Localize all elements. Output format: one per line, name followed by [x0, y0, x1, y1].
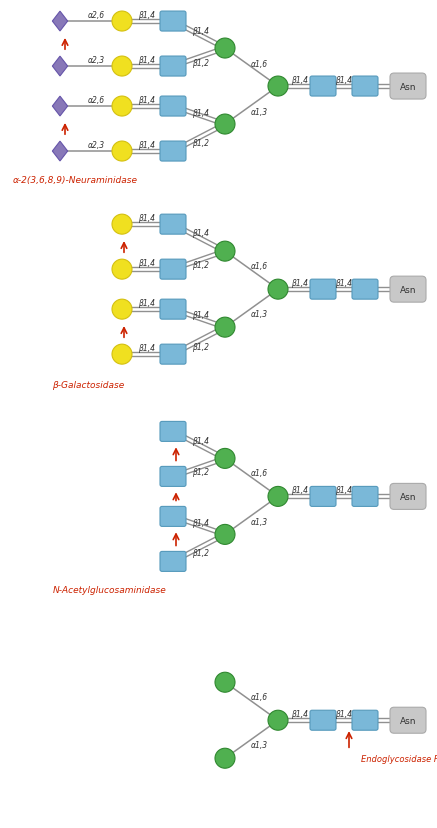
Polygon shape	[52, 12, 68, 32]
FancyBboxPatch shape	[352, 77, 378, 97]
Text: α-2(3,6,8,9)-Neuraminidase: α-2(3,6,8,9)-Neuraminidase	[13, 176, 138, 185]
FancyBboxPatch shape	[160, 260, 186, 280]
Ellipse shape	[268, 77, 288, 97]
Text: α2,6: α2,6	[87, 11, 104, 20]
FancyBboxPatch shape	[390, 484, 426, 510]
Text: β1,4: β1,4	[336, 485, 353, 494]
Text: Asn: Asn	[400, 83, 416, 91]
Text: β1,4: β1,4	[139, 344, 156, 352]
Text: α1,6: α1,6	[250, 60, 267, 69]
Text: β1,4: β1,4	[139, 258, 156, 267]
FancyBboxPatch shape	[310, 280, 336, 300]
FancyBboxPatch shape	[160, 97, 186, 117]
FancyBboxPatch shape	[352, 280, 378, 300]
Polygon shape	[52, 57, 68, 77]
Text: β1,4: β1,4	[139, 11, 156, 20]
Text: β1,4: β1,4	[291, 278, 309, 287]
Text: α1,3: α1,3	[250, 740, 267, 749]
FancyBboxPatch shape	[160, 215, 186, 235]
Text: α1,6: α1,6	[250, 469, 267, 478]
Ellipse shape	[215, 449, 235, 469]
FancyBboxPatch shape	[310, 710, 336, 730]
Ellipse shape	[112, 215, 132, 235]
Text: β1,4: β1,4	[139, 55, 156, 65]
Text: β1,4: β1,4	[139, 95, 156, 104]
Text: β1,4: β1,4	[139, 298, 156, 307]
FancyBboxPatch shape	[310, 77, 336, 97]
Text: α1,6: α1,6	[250, 262, 267, 272]
FancyBboxPatch shape	[160, 142, 186, 161]
Text: Asn: Asn	[400, 716, 416, 724]
FancyBboxPatch shape	[390, 74, 426, 100]
Text: Asn: Asn	[400, 286, 416, 294]
Text: β1,4: β1,4	[336, 709, 353, 718]
Ellipse shape	[112, 97, 132, 117]
Ellipse shape	[112, 12, 132, 32]
Ellipse shape	[215, 672, 235, 692]
Text: β1,4: β1,4	[336, 75, 353, 84]
Ellipse shape	[268, 710, 288, 730]
FancyBboxPatch shape	[352, 710, 378, 730]
FancyBboxPatch shape	[160, 551, 186, 571]
Ellipse shape	[215, 115, 235, 135]
FancyBboxPatch shape	[160, 57, 186, 77]
Ellipse shape	[215, 318, 235, 338]
Text: β1,4: β1,4	[336, 278, 353, 287]
Text: Endoglycosidase F3: Endoglycosidase F3	[361, 753, 437, 763]
Text: α2,3: α2,3	[87, 55, 104, 65]
FancyBboxPatch shape	[310, 487, 336, 507]
FancyBboxPatch shape	[390, 707, 426, 734]
Ellipse shape	[112, 300, 132, 320]
FancyBboxPatch shape	[160, 12, 186, 32]
Text: β1,4: β1,4	[193, 26, 209, 36]
Ellipse shape	[112, 260, 132, 280]
Text: α2,6: α2,6	[87, 95, 104, 104]
Text: β1,2: β1,2	[193, 261, 209, 270]
Ellipse shape	[215, 749, 235, 768]
Text: α1,3: α1,3	[250, 310, 267, 319]
Text: β1,4: β1,4	[139, 214, 156, 223]
Ellipse shape	[268, 280, 288, 300]
Text: β1,4: β1,4	[291, 75, 309, 84]
Text: α1,3: α1,3	[250, 517, 267, 526]
FancyBboxPatch shape	[160, 300, 186, 320]
FancyBboxPatch shape	[160, 344, 186, 364]
Text: β1,2: β1,2	[193, 468, 209, 477]
Text: β1,4: β1,4	[193, 311, 209, 320]
Text: β1,4: β1,4	[291, 485, 309, 494]
Ellipse shape	[112, 57, 132, 77]
FancyBboxPatch shape	[160, 507, 186, 527]
Text: α1,3: α1,3	[250, 108, 267, 117]
Ellipse shape	[215, 525, 235, 545]
Text: N-Acetylglucosaminidase: N-Acetylglucosaminidase	[52, 585, 166, 594]
Text: β-Galactosidase: β-Galactosidase	[52, 381, 125, 389]
Ellipse shape	[112, 344, 132, 364]
Text: α2,3: α2,3	[87, 141, 104, 149]
Polygon shape	[52, 97, 68, 117]
Ellipse shape	[112, 142, 132, 161]
Polygon shape	[52, 142, 68, 161]
Text: β1,4: β1,4	[193, 229, 209, 238]
Text: β1,4: β1,4	[139, 141, 156, 149]
Text: α1,6: α1,6	[250, 693, 267, 701]
FancyBboxPatch shape	[390, 277, 426, 303]
Ellipse shape	[268, 487, 288, 507]
Text: β1,4: β1,4	[193, 518, 209, 527]
Text: β1,2: β1,2	[193, 549, 209, 558]
Ellipse shape	[215, 242, 235, 262]
Text: β1,2: β1,2	[193, 342, 209, 351]
Text: β1,4: β1,4	[291, 709, 309, 718]
Text: β1,2: β1,2	[193, 139, 209, 148]
Text: β1,2: β1,2	[193, 59, 209, 67]
Text: Asn: Asn	[400, 493, 416, 501]
FancyBboxPatch shape	[160, 422, 186, 442]
Text: β1,4: β1,4	[193, 436, 209, 445]
FancyBboxPatch shape	[352, 487, 378, 507]
Text: β1,4: β1,4	[193, 108, 209, 118]
FancyBboxPatch shape	[160, 467, 186, 487]
Ellipse shape	[215, 39, 235, 59]
